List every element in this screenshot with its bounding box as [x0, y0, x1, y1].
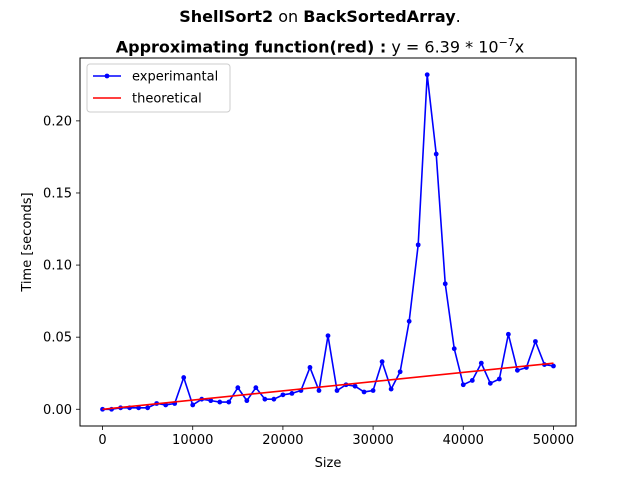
chart-title: ShellSort2 on BackSortedArray. Approxima…: [0, 4, 640, 60]
data-point-experimantal: [334, 388, 340, 393]
title-algorithm: ShellSort2: [179, 7, 274, 26]
series-line-experimantal: [102, 73, 554, 411]
y-axis-label: Time [seconds]: [20, 192, 35, 292]
series-line-theoretical: [102, 362, 554, 411]
data-point-experimantal: [136, 405, 142, 411]
legend-label-experimental: experimantal: [132, 70, 218, 85]
title-formula: y = 6.39 * 10: [386, 37, 499, 57]
data-point-experimantal: [496, 376, 502, 382]
data-point-experimantal: [271, 396, 277, 402]
data-point-experimantal: [388, 386, 394, 392]
data-point-experimantal: [235, 385, 241, 391]
axes-frame: [79, 57, 577, 427]
data-point-experimantal: [100, 406, 105, 412]
title-array-type: BackSortedArray: [303, 7, 456, 26]
data-point-experimantal: [397, 369, 403, 375]
data-point-experimantal: [262, 396, 268, 402]
data-point-experimantal: [361, 389, 367, 395]
data-point-experimantal: [208, 398, 214, 404]
data-point-experimantal: [181, 375, 187, 380]
x-tick-label: 30000: [352, 433, 393, 448]
data-point-experimantal: [451, 346, 457, 352]
data-point-experimantal: [325, 333, 331, 339]
title-period: .: [455, 7, 461, 26]
data-point-experimantal: [190, 402, 196, 408]
data-point-experimantal: [514, 367, 520, 373]
data-point-experimantal: [551, 363, 556, 369]
data-point-experimantal: [478, 360, 484, 366]
x-axis-ticks: 0 10000 20000 30000 40000 50000: [98, 426, 574, 448]
data-point-experimantal: [253, 385, 259, 391]
x-tick-label: 50000: [533, 433, 574, 448]
data-point-experimantal: [415, 242, 421, 248]
y-axis-ticks: 0.00 0.05 0.10 0.15 0.20: [43, 114, 80, 418]
data-point-experimantal: [289, 391, 295, 396]
title-connector: on: [273, 7, 304, 26]
data-point-experimantal: [433, 151, 439, 157]
title-line-2: Approximating function(red) : y = 6.39 *…: [0, 30, 640, 60]
legend: experimantal theoretical: [86, 63, 231, 113]
x-tick-label: 40000: [443, 433, 484, 448]
data-point-experimantal: [316, 388, 322, 393]
data-point-experimantal: [379, 359, 385, 365]
data-point-experimantal: [505, 331, 511, 337]
data-point-experimantal: [469, 378, 475, 383]
y-tick-label: 0.15: [43, 186, 72, 201]
data-point-experimantal: [244, 398, 250, 404]
title-formula-variable: x: [514, 37, 525, 57]
data-point-experimantal: [533, 339, 538, 344]
title-line-1: ShellSort2 on BackSortedArray.: [0, 4, 640, 30]
x-tick-label: 20000: [262, 433, 303, 448]
data-point-experimantal: [370, 388, 376, 393]
title-formula-exponent: −7: [498, 36, 515, 49]
legend-box: [86, 63, 231, 113]
series-layer: [100, 72, 556, 412]
x-tick-label: 0: [98, 433, 106, 448]
data-point-experimantal: [217, 399, 223, 405]
title-approx-label: Approximating function(red) :: [115, 37, 387, 57]
data-point-experimantal: [442, 281, 448, 287]
data-point-experimantal: [145, 405, 151, 411]
y-tick-label: 0.10: [43, 259, 72, 274]
y-tick-label: 0.00: [43, 403, 72, 418]
y-tick-label: 0.05: [43, 331, 72, 346]
data-point-experimantal: [406, 318, 412, 324]
y-tick-label: 0.20: [43, 114, 72, 129]
legend-marker-experimental: [104, 73, 110, 79]
data-point-experimantal: [280, 392, 286, 398]
data-point-experimantal: [226, 399, 232, 405]
x-axis-label: Size: [315, 456, 342, 471]
data-point-experimantal: [424, 72, 430, 78]
legend-label-theoretical: theoretical: [132, 92, 202, 107]
data-point-experimantal: [352, 383, 358, 389]
x-tick-label: 10000: [172, 433, 213, 448]
data-point-experimantal: [487, 380, 493, 386]
data-point-experimantal: [460, 382, 466, 388]
data-point-experimantal: [307, 365, 313, 370]
